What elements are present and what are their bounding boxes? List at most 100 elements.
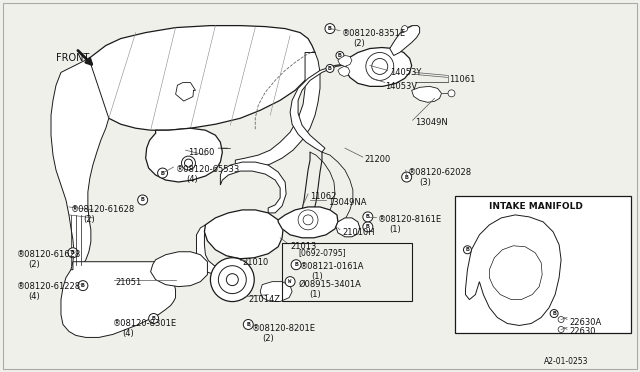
Text: (4): (4) (186, 175, 198, 184)
Circle shape (463, 246, 472, 254)
Text: Ø08915-3401A: Ø08915-3401A (298, 280, 361, 289)
Circle shape (326, 64, 334, 73)
Circle shape (558, 317, 564, 323)
Text: 13049N: 13049N (415, 118, 447, 127)
Polygon shape (338, 55, 352, 67)
Text: ®08120-62028: ®08120-62028 (408, 168, 472, 177)
Circle shape (363, 222, 373, 232)
Polygon shape (236, 52, 320, 170)
Circle shape (366, 52, 394, 80)
Polygon shape (390, 26, 420, 55)
Text: B: B (465, 247, 469, 252)
Text: 11061: 11061 (449, 76, 476, 84)
Text: ®08120-8161E: ®08120-8161E (378, 215, 442, 224)
Polygon shape (150, 252, 207, 286)
Text: B: B (161, 170, 164, 176)
Circle shape (184, 159, 193, 167)
Circle shape (138, 195, 148, 205)
Polygon shape (412, 86, 442, 102)
Text: 21200: 21200 (365, 155, 391, 164)
Circle shape (402, 26, 408, 32)
Text: B: B (152, 316, 156, 321)
Polygon shape (61, 262, 175, 337)
Text: 21010: 21010 (243, 258, 269, 267)
Circle shape (325, 23, 335, 33)
Bar (456, 196, 631, 333)
Polygon shape (86, 26, 315, 130)
Circle shape (298, 210, 318, 230)
Circle shape (157, 168, 168, 178)
Polygon shape (204, 210, 283, 259)
Text: A2-01-0253: A2-01-0253 (544, 357, 589, 366)
Text: [0692-0795]: [0692-0795] (298, 248, 346, 257)
Circle shape (148, 314, 159, 324)
Circle shape (218, 266, 246, 294)
Circle shape (363, 212, 373, 222)
Text: 13049NA: 13049NA (328, 198, 367, 207)
Text: ®08120-8201E: ®08120-8201E (252, 324, 316, 333)
Circle shape (182, 156, 195, 170)
Text: FRONT: FRONT (56, 52, 90, 62)
Text: 22630A: 22630A (569, 318, 602, 327)
Circle shape (227, 274, 238, 286)
Text: (1): (1) (390, 225, 401, 234)
Text: B: B (141, 198, 145, 202)
Polygon shape (290, 64, 348, 152)
Text: B: B (405, 174, 408, 180)
Polygon shape (260, 282, 292, 302)
Text: 11060: 11060 (189, 148, 215, 157)
Text: B: B (294, 262, 298, 267)
Circle shape (448, 90, 455, 97)
Circle shape (558, 327, 564, 333)
Polygon shape (146, 128, 222, 182)
Circle shape (336, 51, 344, 60)
Polygon shape (490, 246, 542, 299)
Text: 14053Y: 14053Y (390, 68, 421, 77)
Text: B: B (552, 311, 556, 316)
Polygon shape (465, 215, 561, 326)
Text: B: B (246, 322, 250, 327)
Text: B: B (328, 26, 332, 31)
Text: 21013: 21013 (290, 242, 317, 251)
Text: B: B (328, 66, 332, 71)
Text: B: B (366, 224, 370, 230)
Polygon shape (336, 218, 360, 237)
Text: 22630: 22630 (569, 327, 596, 336)
Text: B: B (71, 250, 75, 255)
Text: INTAKE MANIFOLD: INTAKE MANIFOLD (490, 202, 583, 211)
Text: (4): (4) (123, 330, 134, 339)
Text: (2): (2) (28, 260, 40, 269)
Text: 21010H: 21010H (342, 228, 374, 237)
Circle shape (285, 277, 295, 286)
Text: ®08120-61628: ®08120-61628 (71, 205, 135, 214)
Circle shape (550, 310, 558, 318)
Circle shape (372, 58, 388, 74)
Circle shape (211, 258, 254, 302)
Text: (1): (1) (309, 290, 321, 299)
Text: B: B (81, 283, 84, 288)
Text: ®08120-8301E: ®08120-8301E (113, 320, 177, 328)
Circle shape (291, 260, 301, 270)
Polygon shape (51, 58, 109, 272)
Circle shape (303, 215, 313, 225)
Text: 11062: 11062 (310, 192, 337, 201)
Bar (282, 243, 412, 301)
Text: W: W (289, 279, 292, 284)
Polygon shape (175, 83, 195, 101)
Polygon shape (278, 207, 338, 238)
Text: (2): (2) (353, 39, 365, 48)
Text: (2): (2) (262, 334, 274, 343)
Text: 14053V: 14053V (385, 82, 417, 92)
Circle shape (402, 172, 412, 182)
Polygon shape (346, 48, 412, 86)
Text: 21014Z: 21014Z (248, 295, 280, 304)
Text: (3): (3) (420, 178, 431, 187)
Text: B: B (338, 53, 342, 58)
Text: ®08120-61628: ®08120-61628 (17, 250, 81, 259)
Polygon shape (196, 225, 230, 276)
Circle shape (78, 280, 88, 291)
Text: (4): (4) (28, 292, 40, 301)
Text: 21051: 21051 (116, 278, 142, 287)
Text: ®08120-8351E: ®08120-8351E (342, 29, 406, 38)
Text: (2): (2) (83, 215, 95, 224)
